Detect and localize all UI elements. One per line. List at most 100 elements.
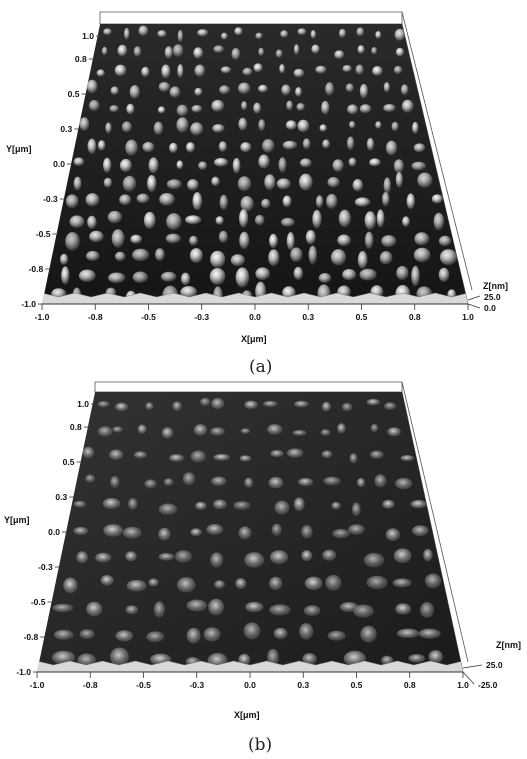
surface-grain [144, 479, 157, 489]
surface-grain [331, 501, 341, 510]
surface-grain [158, 553, 175, 561]
surface-grain [240, 142, 252, 153]
surface-grain [157, 30, 167, 38]
surface-grain [382, 192, 390, 207]
surface-grain [292, 430, 307, 436]
surface-grain [210, 250, 226, 268]
surface-grain [110, 476, 120, 488]
surface-grain [315, 195, 324, 208]
surface-grain [271, 523, 282, 536]
x-tick-label: 1.0 [457, 680, 469, 690]
surface-grain [280, 30, 289, 38]
surface-grain [102, 498, 121, 509]
surface-grain [186, 599, 207, 612]
surface-grain [213, 499, 227, 510]
panel-b-x-ticks: -1.0 -0.8 -0.5 -0.3 0.0 0.3 0.5 0.8 1.0 [30, 672, 469, 690]
y-tick-label: 0.5 [68, 89, 80, 99]
surface-grain [176, 104, 189, 117]
panel-a-caption: (a) [249, 357, 272, 377]
surface-grain [243, 622, 261, 640]
surface-grain [97, 140, 106, 151]
surface-grain [109, 449, 124, 460]
surface-grain [122, 526, 142, 539]
surface-grain [182, 472, 196, 486]
surface-grain [158, 503, 178, 515]
surface-grain [166, 179, 182, 190]
surface-grain [383, 104, 396, 112]
surface-grain [200, 397, 211, 407]
y-tick-label: -0.3 [43, 194, 58, 204]
surface-grain [132, 271, 149, 284]
surface-grain [238, 653, 251, 666]
surface-grain [65, 194, 79, 209]
surface-grain [352, 179, 363, 192]
surface-grain [114, 251, 126, 262]
surface-grain [321, 100, 330, 115]
surface-grain [278, 157, 287, 173]
surface-grain [244, 400, 258, 409]
surface-grain [211, 176, 220, 187]
surface-grain [356, 477, 366, 488]
x-tick-label: -0.3 [189, 680, 204, 690]
surface-grain [400, 455, 415, 462]
surface-grain [304, 576, 323, 590]
surface-grain [348, 524, 365, 535]
surface-grain [142, 141, 155, 153]
surface-grain [221, 32, 228, 40]
surface-grain [73, 500, 87, 508]
surface-grain [338, 28, 347, 38]
surface-grain [438, 235, 452, 247]
surface-grain [237, 176, 252, 192]
y-tick-label: -0.3 [38, 562, 53, 572]
surface-grain [282, 195, 292, 208]
surface-grain [86, 79, 98, 94]
surface-grain [359, 83, 368, 99]
surface-grain [176, 117, 189, 133]
surface-grain [146, 631, 165, 643]
surface-grain [169, 142, 178, 154]
surface-grain [270, 550, 288, 564]
surface-grain [273, 627, 288, 640]
surface-grain [302, 138, 311, 150]
surface-grain [401, 99, 414, 113]
surface-grain [342, 402, 353, 412]
surface-grain [158, 81, 171, 92]
surface-grain [255, 32, 263, 40]
surface-grain [327, 630, 346, 641]
surface-grain [269, 576, 283, 591]
x-tick-label: -0.8 [83, 680, 98, 690]
surface-grain [330, 249, 347, 266]
y-tick-label: 0.3 [55, 492, 67, 502]
surface-grain [206, 524, 224, 535]
surface-grain [353, 604, 374, 618]
surface-grain [275, 49, 283, 58]
surface-grain [332, 159, 344, 172]
surface-grain [198, 161, 208, 170]
surface-grain [115, 630, 134, 642]
surface-front-edge [37, 660, 463, 672]
surface-grain [369, 450, 384, 459]
surface-grain [238, 526, 252, 540]
surface-grain [293, 497, 305, 512]
surface-grain [375, 121, 382, 129]
surface-grain [244, 552, 264, 568]
surface-grain [143, 211, 156, 229]
surface-grain [268, 476, 284, 489]
surface-grain [114, 64, 127, 77]
surface-grain [359, 268, 377, 281]
surface-grain [392, 578, 412, 588]
y-tick-label: -0.5 [31, 597, 46, 607]
surface-grain [212, 123, 225, 133]
surface-grain [87, 215, 97, 229]
surface-grain [190, 122, 204, 136]
panel-b-x-axis-label: X[μm] [234, 710, 260, 720]
x-tick-label: 0.3 [297, 680, 309, 690]
panel-b-z-tick-min: -25.0 [478, 680, 498, 690]
surface-grain [239, 231, 250, 250]
surface-grain [53, 629, 74, 640]
surface-grain [233, 501, 251, 510]
surface-grain [308, 245, 318, 265]
surface-grain [159, 193, 175, 206]
surface-front-edge [42, 292, 468, 304]
